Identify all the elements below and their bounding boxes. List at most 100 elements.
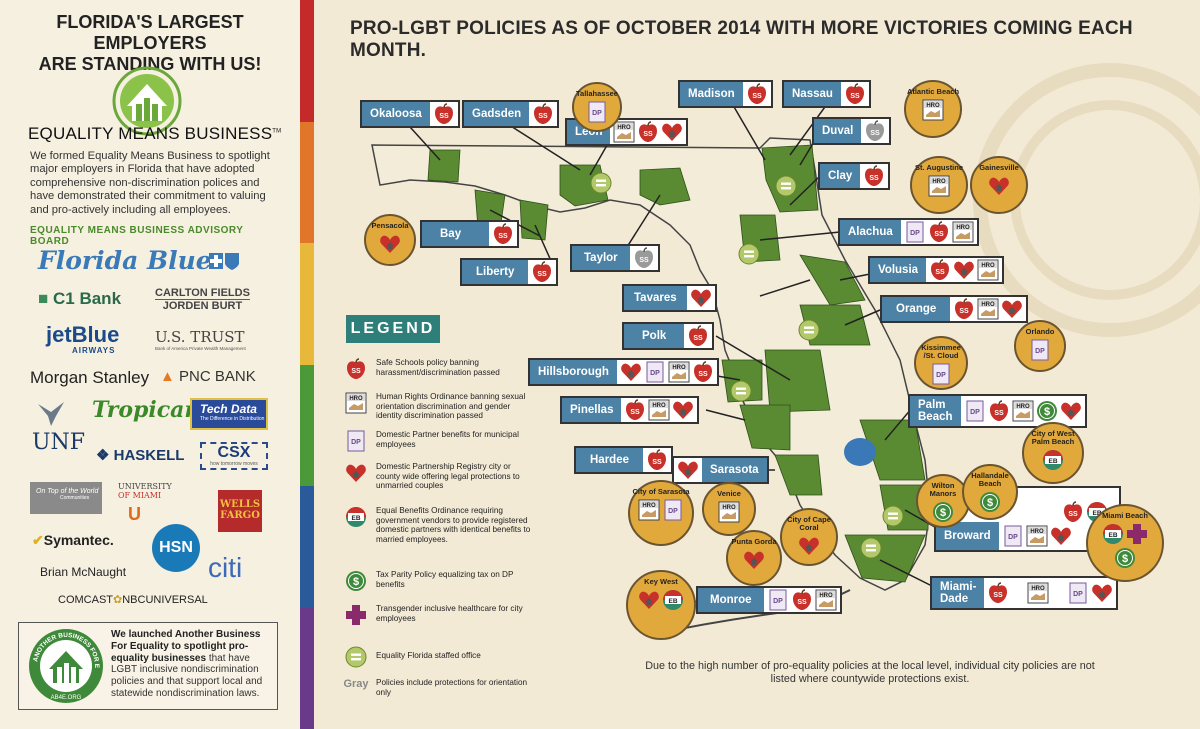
svg-text:SS: SS [639,257,649,264]
legend-item-dp-registry: Domestic Partnership Registry city or co… [342,462,532,491]
county-bay: Bay SS [420,220,520,248]
svg-text:HRO: HRO [1032,586,1046,592]
svg-text:SS: SS [994,592,1004,599]
haskell-logo: ❖ HASKELL [96,447,185,464]
svg-text:SS: SS [934,231,944,238]
equal-benefits-icon: EB [1042,449,1064,471]
svg-text:SS: SS [935,269,945,276]
svg-text:HRO: HRO [956,225,970,231]
dp-registry-heart-icon [345,462,367,484]
svg-text:HRO: HRO [1016,404,1030,410]
county-polk: Polk SS [622,322,715,350]
county-hillsborough: Hillsborough DP HRO SS [528,358,719,386]
safe-schools-icon: SS [987,582,1009,604]
office-marker-tallahassee [590,172,612,194]
legend-title: LEGEND [346,315,440,343]
svg-text:SS: SS [698,371,708,378]
equal-benefits-icon: EB [345,506,367,528]
dp-registry-heart-icon [798,535,820,557]
gray-label: Gray [343,678,369,690]
legend-item-safe-schools: SS Safe Schools policy banning harassmen… [342,358,532,380]
tax-parity-icon: $ [345,570,367,592]
dp-benefits-icon: DP [662,499,684,521]
svg-text:SS: SS [797,599,807,606]
lake-okeechobee [844,438,876,466]
hro-icon: HRO [1027,582,1049,604]
us-trust-logo: U.S. TRUST [155,328,245,346]
safe-schools-icon: SS [1062,501,1084,523]
svg-text:SS: SS [994,410,1004,417]
left-headline: FLORIDA'S LARGEST EMPLOYERS ARE STANDING… [0,12,300,75]
emb-title: EQUALITY MEANS BUSINESSTM [28,124,282,143]
dp-benefits-icon: DP [767,589,789,611]
hro-icon: HRO [345,392,367,414]
svg-text:SS: SS [850,93,860,100]
svg-text:SS: SS [644,131,654,138]
safe-schools-icon: SS [863,165,885,187]
svg-text:HRO: HRO [819,593,833,599]
svg-text:$: $ [353,576,359,588]
dp-benefits-icon: DP [964,400,986,422]
hro-icon: HRO [928,175,950,197]
symantec-logo: ✔Symantec. [32,532,114,548]
rainbow-stripe [300,0,314,729]
city-west-palm-beach: City of West Palm Beach EB [1022,422,1084,484]
office-marker-miami [860,537,882,559]
dp-benefits-icon: DP [904,221,926,243]
hro-icon: HRO [815,589,837,611]
haskell-icon: ❖ [96,447,110,464]
safe-schools-icon: SS [345,358,367,380]
dp-registry-heart-icon [1001,298,1023,320]
svg-text:SS: SS [870,175,880,182]
city-cape-coral: City of Cape Coral [780,508,838,566]
equality-florida-office-icon [345,646,367,668]
svg-text:SS: SS [752,93,762,100]
svg-text:DP: DP [1035,348,1045,355]
svg-text:DP: DP [970,409,980,416]
safe-schools-icon: SS [646,449,668,471]
tax-parity-icon: $ [979,491,1001,513]
blue-cross-shield-icon [209,253,239,270]
office-marker-orlando [798,319,820,341]
volusia-shape [799,254,866,306]
comcast-nbcuniversal-logo: COMCAST✿NBCUNIVERSAL [58,594,208,606]
ab4e-text: We launched Another Business For Equalit… [111,629,263,699]
office-marker-gainesville [738,243,760,265]
svg-text:$: $ [987,497,993,509]
county-miami-dade: Miami- Dade SS HRO DP [930,576,1119,610]
dp-registry-heart-icon [690,287,712,309]
city-pensacola: Pensacola [364,214,416,266]
county-okaloosa: Okaloosa SS [360,100,460,128]
hro-icon: HRO [648,399,670,421]
legend-item-dp-benefits: DP Domestic Partner benefits for municip… [342,430,532,452]
city-key-west: Key West EB [626,570,696,640]
svg-text:DP: DP [910,230,920,237]
office-marker-tampa [730,380,752,402]
safe-schools-icon: SS [746,83,768,105]
tax-parity-icon: $ [1114,547,1136,569]
okaloosa-shape [427,149,461,183]
dp-registry-heart-icon [1091,582,1113,604]
county-volusia: Volusia SS HRO [868,256,1005,284]
city-orlando: Orlando DP [1014,320,1066,372]
svg-text:EB: EB [1108,532,1117,539]
hsn-logo: HSN [152,524,200,572]
dp-registry-heart-icon [672,399,694,421]
safe-schools-icon: SS [624,399,646,421]
jetblue-sub: AIRWAYS [72,346,116,355]
equal-benefits-icon: EB [662,589,684,611]
equal-benefits-icon: EB [1102,523,1124,545]
headline-line-1: FLORIDA'S LARGEST EMPLOYERS [56,12,244,53]
legend-item-transgender: Transgender inclusive healthcare for cit… [342,604,532,626]
main-title: PRO-LGBT POLICIES AS OF OCTOBER 2014 WIT… [350,18,1133,61]
county-liberty: Liberty SS [460,258,559,286]
county-pinellas: Pinellas SS HRO [560,396,700,424]
svg-text:HRO: HRO [932,179,946,185]
county-orange: Orange SS HRO [880,295,1029,323]
svg-text:DP: DP [668,508,678,515]
county-taylor: Taylor SS [570,244,660,272]
ab4e-box: ANOTHER BUSINESS FOR EQUALITY AB4E.ORG W… [18,622,278,710]
safe-schools-icon: SS [791,589,813,611]
csx-logo: CSX how tomorrow moves [200,442,268,470]
county-nassau: Nassau SS [782,80,871,108]
